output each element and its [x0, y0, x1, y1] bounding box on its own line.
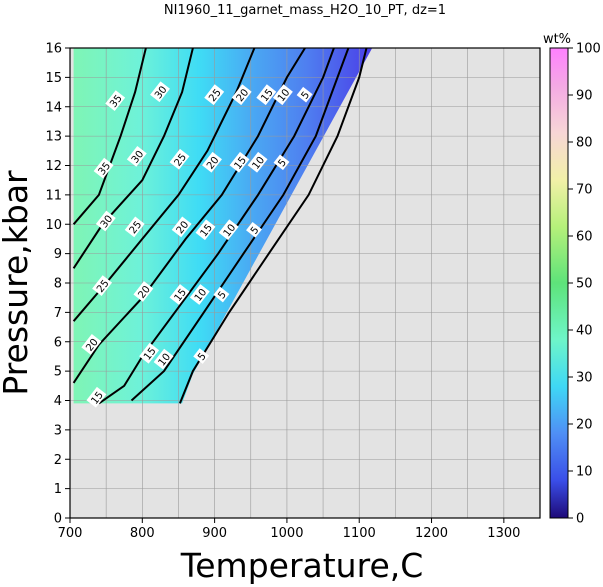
contour-label-bg [92, 275, 113, 296]
contour-label-bg [139, 342, 160, 364]
colorbar-tick-label: 90 [576, 89, 593, 104]
colorbar-tick-label: 100 [576, 42, 601, 57]
contour-5 [178, 48, 368, 404]
contour-label-bg [218, 219, 239, 241]
colorbar-tick-label: 40 [576, 324, 593, 339]
contour-label-bg [86, 386, 107, 408]
contour-label: 5 [273, 154, 290, 171]
contour-label-bg [202, 151, 222, 173]
colorbar-tick-label: 70 [576, 183, 593, 198]
contour-10 [130, 48, 350, 402]
x-tick-label: 1000 [270, 526, 303, 541]
contour-label-bg [204, 84, 225, 106]
contour-label-bg [150, 81, 170, 103]
colorbar [549, 47, 569, 519]
contour-label: 5 [193, 348, 210, 364]
contour-label-bg [231, 84, 252, 106]
colorbar-tick-label: 0 [576, 512, 584, 527]
contour-label-bg [153, 348, 174, 370]
colorbar-tick-label: 20 [576, 418, 593, 433]
y-tick-label: 16 [45, 42, 62, 57]
contour-label-text: 5 [249, 225, 262, 237]
y-tick-label: 11 [45, 188, 62, 203]
contour-label-bg [169, 284, 190, 305]
chart-title: NI1960_11_garnet_mass_H2O_10_PT, dz=1 [164, 3, 446, 18]
y-tick-label: 4 [54, 394, 62, 409]
contour-label-text: 5 [196, 351, 209, 363]
contour-label-bg [133, 281, 154, 302]
contour-label: 5 [246, 221, 262, 238]
contour-label-bg [256, 84, 277, 106]
colorbar-tick-label: 30 [576, 371, 593, 386]
colorbar-tick-label: 60 [576, 230, 593, 245]
contour-label-bg [169, 148, 190, 170]
contour-30 [72, 48, 194, 269]
contour-label-bg [126, 146, 147, 167]
colorbar-tick-label: 50 [576, 277, 593, 292]
contour-label-text: 5 [216, 290, 229, 302]
contour-label-bg [93, 157, 114, 179]
contour-15 [98, 48, 335, 405]
y-tick-label: 9 [54, 247, 62, 262]
contour-label-text: 5 [300, 90, 313, 102]
contour-label-text: 5 [276, 157, 289, 169]
y-tick-label: 8 [54, 277, 62, 292]
contour-label-bg [247, 151, 268, 173]
contour-label: 5 [296, 86, 313, 103]
y-tick-label: 15 [45, 71, 62, 86]
y-tick-label: 0 [54, 512, 62, 527]
contour-label-bg [246, 221, 262, 238]
contour-label-bg [171, 216, 192, 238]
x-tick-label: 900 [202, 526, 227, 541]
x-axis-label: Temperature,C [180, 546, 424, 585]
contour-label-bg [273, 154, 290, 171]
contour-label-bg [193, 348, 210, 364]
contour-label-bg [296, 86, 313, 103]
contour-label-bg [124, 216, 145, 238]
y-tick-label: 5 [54, 365, 62, 380]
colorbar-tick-label: 10 [576, 465, 593, 480]
y-tick-label: 14 [45, 100, 62, 115]
y-tick-label: 7 [54, 306, 62, 321]
x-tick-label: 700 [58, 526, 83, 541]
colorbar-tick-label: 80 [576, 136, 593, 151]
y-tick-label: 10 [45, 218, 62, 233]
x-tick-label: 800 [130, 526, 155, 541]
y-axis-label: Pressure,kbar [0, 170, 35, 396]
y-tick-label: 6 [54, 335, 62, 350]
contour-label-bg [105, 90, 126, 111]
contour-label-bg [195, 219, 216, 241]
contour-label-bg [272, 84, 293, 106]
y-tick-label: 2 [54, 453, 62, 468]
phase-field [73, 48, 373, 404]
contour-label-bg [81, 334, 102, 355]
x-tick-label: 1300 [487, 526, 520, 541]
contour-label: 5 [213, 286, 230, 303]
contour-label-bg [189, 284, 210, 305]
y-tick-label: 3 [54, 423, 62, 438]
contour-label-bg [213, 286, 230, 303]
x-tick-label: 1200 [415, 526, 448, 541]
y-tick-label: 12 [45, 159, 62, 174]
contour-label-bg [229, 151, 250, 173]
y-tick-label: 1 [54, 482, 62, 497]
x-tick-label: 1100 [343, 526, 376, 541]
y-tick-label: 13 [45, 130, 62, 145]
contour-label-bg [95, 210, 116, 232]
colorbar-label: wt% [543, 32, 571, 47]
contour-35 [72, 48, 147, 225]
